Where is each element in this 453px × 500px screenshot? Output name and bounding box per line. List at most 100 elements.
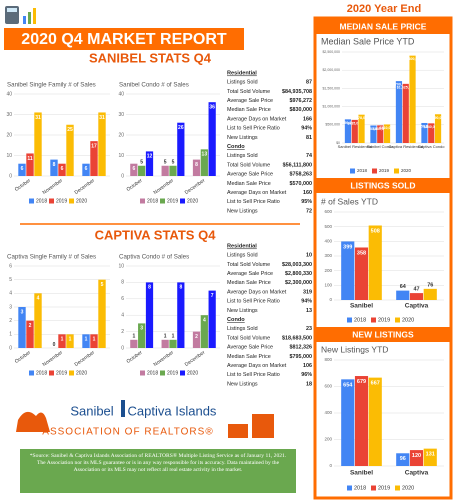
bar	[351, 119, 358, 143]
bar	[18, 307, 26, 348]
legend-swatch	[180, 370, 185, 376]
legend-swatch	[372, 168, 377, 174]
bar	[409, 293, 424, 300]
bar	[423, 288, 437, 300]
chart-icon	[33, 8, 36, 24]
value-label: 5	[140, 160, 143, 166]
value-label: 3	[140, 326, 143, 332]
value-label: 1	[93, 337, 96, 343]
value-label: 508	[371, 228, 380, 234]
table-label: Total Sold Volume	[227, 335, 270, 341]
chart-title: Captiva Condo # of Sales	[119, 254, 189, 261]
x-tick-label: Sanibel	[350, 303, 373, 310]
bar	[90, 334, 98, 348]
chart-icon	[28, 12, 31, 24]
legend-swatch	[69, 370, 74, 376]
bar	[428, 123, 435, 143]
legend-label: 2019	[56, 198, 67, 204]
x-tick-label: Sanibel Condo	[367, 144, 394, 149]
table-heading: Residential	[227, 243, 257, 249]
y-tick-label: 4	[121, 313, 124, 319]
chart-background	[116, 78, 224, 206]
table-label: Listings Sold	[227, 253, 258, 259]
y-tick-label: 0	[329, 463, 332, 468]
x-tick-label: Sanibel	[350, 470, 373, 477]
value-label: 76	[427, 282, 433, 288]
title-banner	[4, 28, 244, 50]
y-tick-label: 2	[9, 318, 12, 324]
logo-lighthouse	[121, 400, 125, 417]
table-value: 18	[306, 381, 312, 387]
value-label: 12	[147, 154, 153, 160]
legend-swatch	[180, 198, 185, 204]
y-tick-label: 3	[9, 304, 12, 310]
table-label: Listings Sold	[227, 326, 258, 332]
bar	[177, 122, 185, 176]
y-tick-label: 200	[324, 268, 332, 273]
bar	[409, 450, 424, 466]
table-value: 94%	[301, 126, 312, 132]
y-tick-label: 1	[9, 332, 12, 338]
value-label: 4	[203, 318, 206, 324]
legend-label: 2019	[167, 370, 178, 376]
legend-swatch	[29, 370, 34, 376]
table-label: Listings Sold	[227, 80, 258, 86]
table-label: New Listings	[227, 381, 258, 387]
x-tick-label: Captiva Condo	[418, 144, 445, 149]
table-label: Average Sale Price	[227, 345, 273, 351]
table-label: Average Days on Market	[227, 116, 287, 122]
table-value: 87	[306, 80, 312, 86]
bar	[395, 81, 403, 143]
bar	[402, 83, 409, 143]
value-label: 1	[172, 334, 175, 340]
bar	[409, 55, 416, 143]
value-label: 679	[357, 379, 366, 385]
value-label: 131	[426, 452, 435, 458]
bar	[192, 331, 201, 348]
table-label: List to Sell Price Ratio	[227, 126, 280, 132]
y-tick-label: 400	[324, 239, 332, 244]
legend-swatch	[394, 168, 399, 174]
chart-background	[318, 35, 448, 175]
value-label: 1	[164, 334, 167, 340]
table-value: 160	[303, 190, 312, 196]
table-value: 10	[306, 253, 312, 259]
table-value: 13	[306, 308, 312, 314]
table-value: $2,800,330	[285, 271, 312, 277]
legend-swatch	[395, 485, 400, 491]
legend-swatch	[371, 317, 376, 323]
legend-swatch	[347, 485, 352, 491]
y-tick-label: 800	[324, 357, 332, 362]
legend-label: 2019	[167, 198, 178, 204]
bar	[130, 339, 138, 348]
table-value: 95%	[301, 199, 312, 205]
value-label: 6	[85, 166, 88, 172]
y-tick-label: 100	[324, 283, 332, 288]
legend-label: 2020	[401, 168, 412, 173]
bar	[208, 290, 216, 348]
bar	[50, 159, 58, 176]
value-label: 31	[99, 115, 105, 121]
value-label: 36	[209, 105, 215, 111]
value-label: $2,400,000	[404, 57, 422, 61]
chart-icon	[23, 16, 26, 24]
value-label: 5	[101, 282, 104, 288]
bar	[368, 225, 382, 300]
legend-swatch	[395, 317, 400, 323]
legend-swatch	[49, 198, 54, 204]
panel-header	[316, 327, 450, 342]
table-label: Median Sale Price	[227, 280, 271, 286]
panel-header	[316, 178, 450, 193]
bar	[26, 153, 34, 176]
value-label: 17	[91, 143, 97, 149]
logo-building	[252, 414, 274, 438]
legend-label: 2020	[76, 198, 87, 204]
y-tick-label: $500,000	[325, 123, 340, 127]
bar	[82, 163, 90, 176]
logo-subtitle: ASSOCIATION OF REALTORS®	[42, 427, 213, 438]
legend-label: 2018	[36, 370, 47, 376]
legend-swatch	[371, 485, 376, 491]
legend-swatch	[69, 198, 74, 204]
table-value: 74	[306, 153, 312, 159]
bar	[383, 124, 391, 143]
